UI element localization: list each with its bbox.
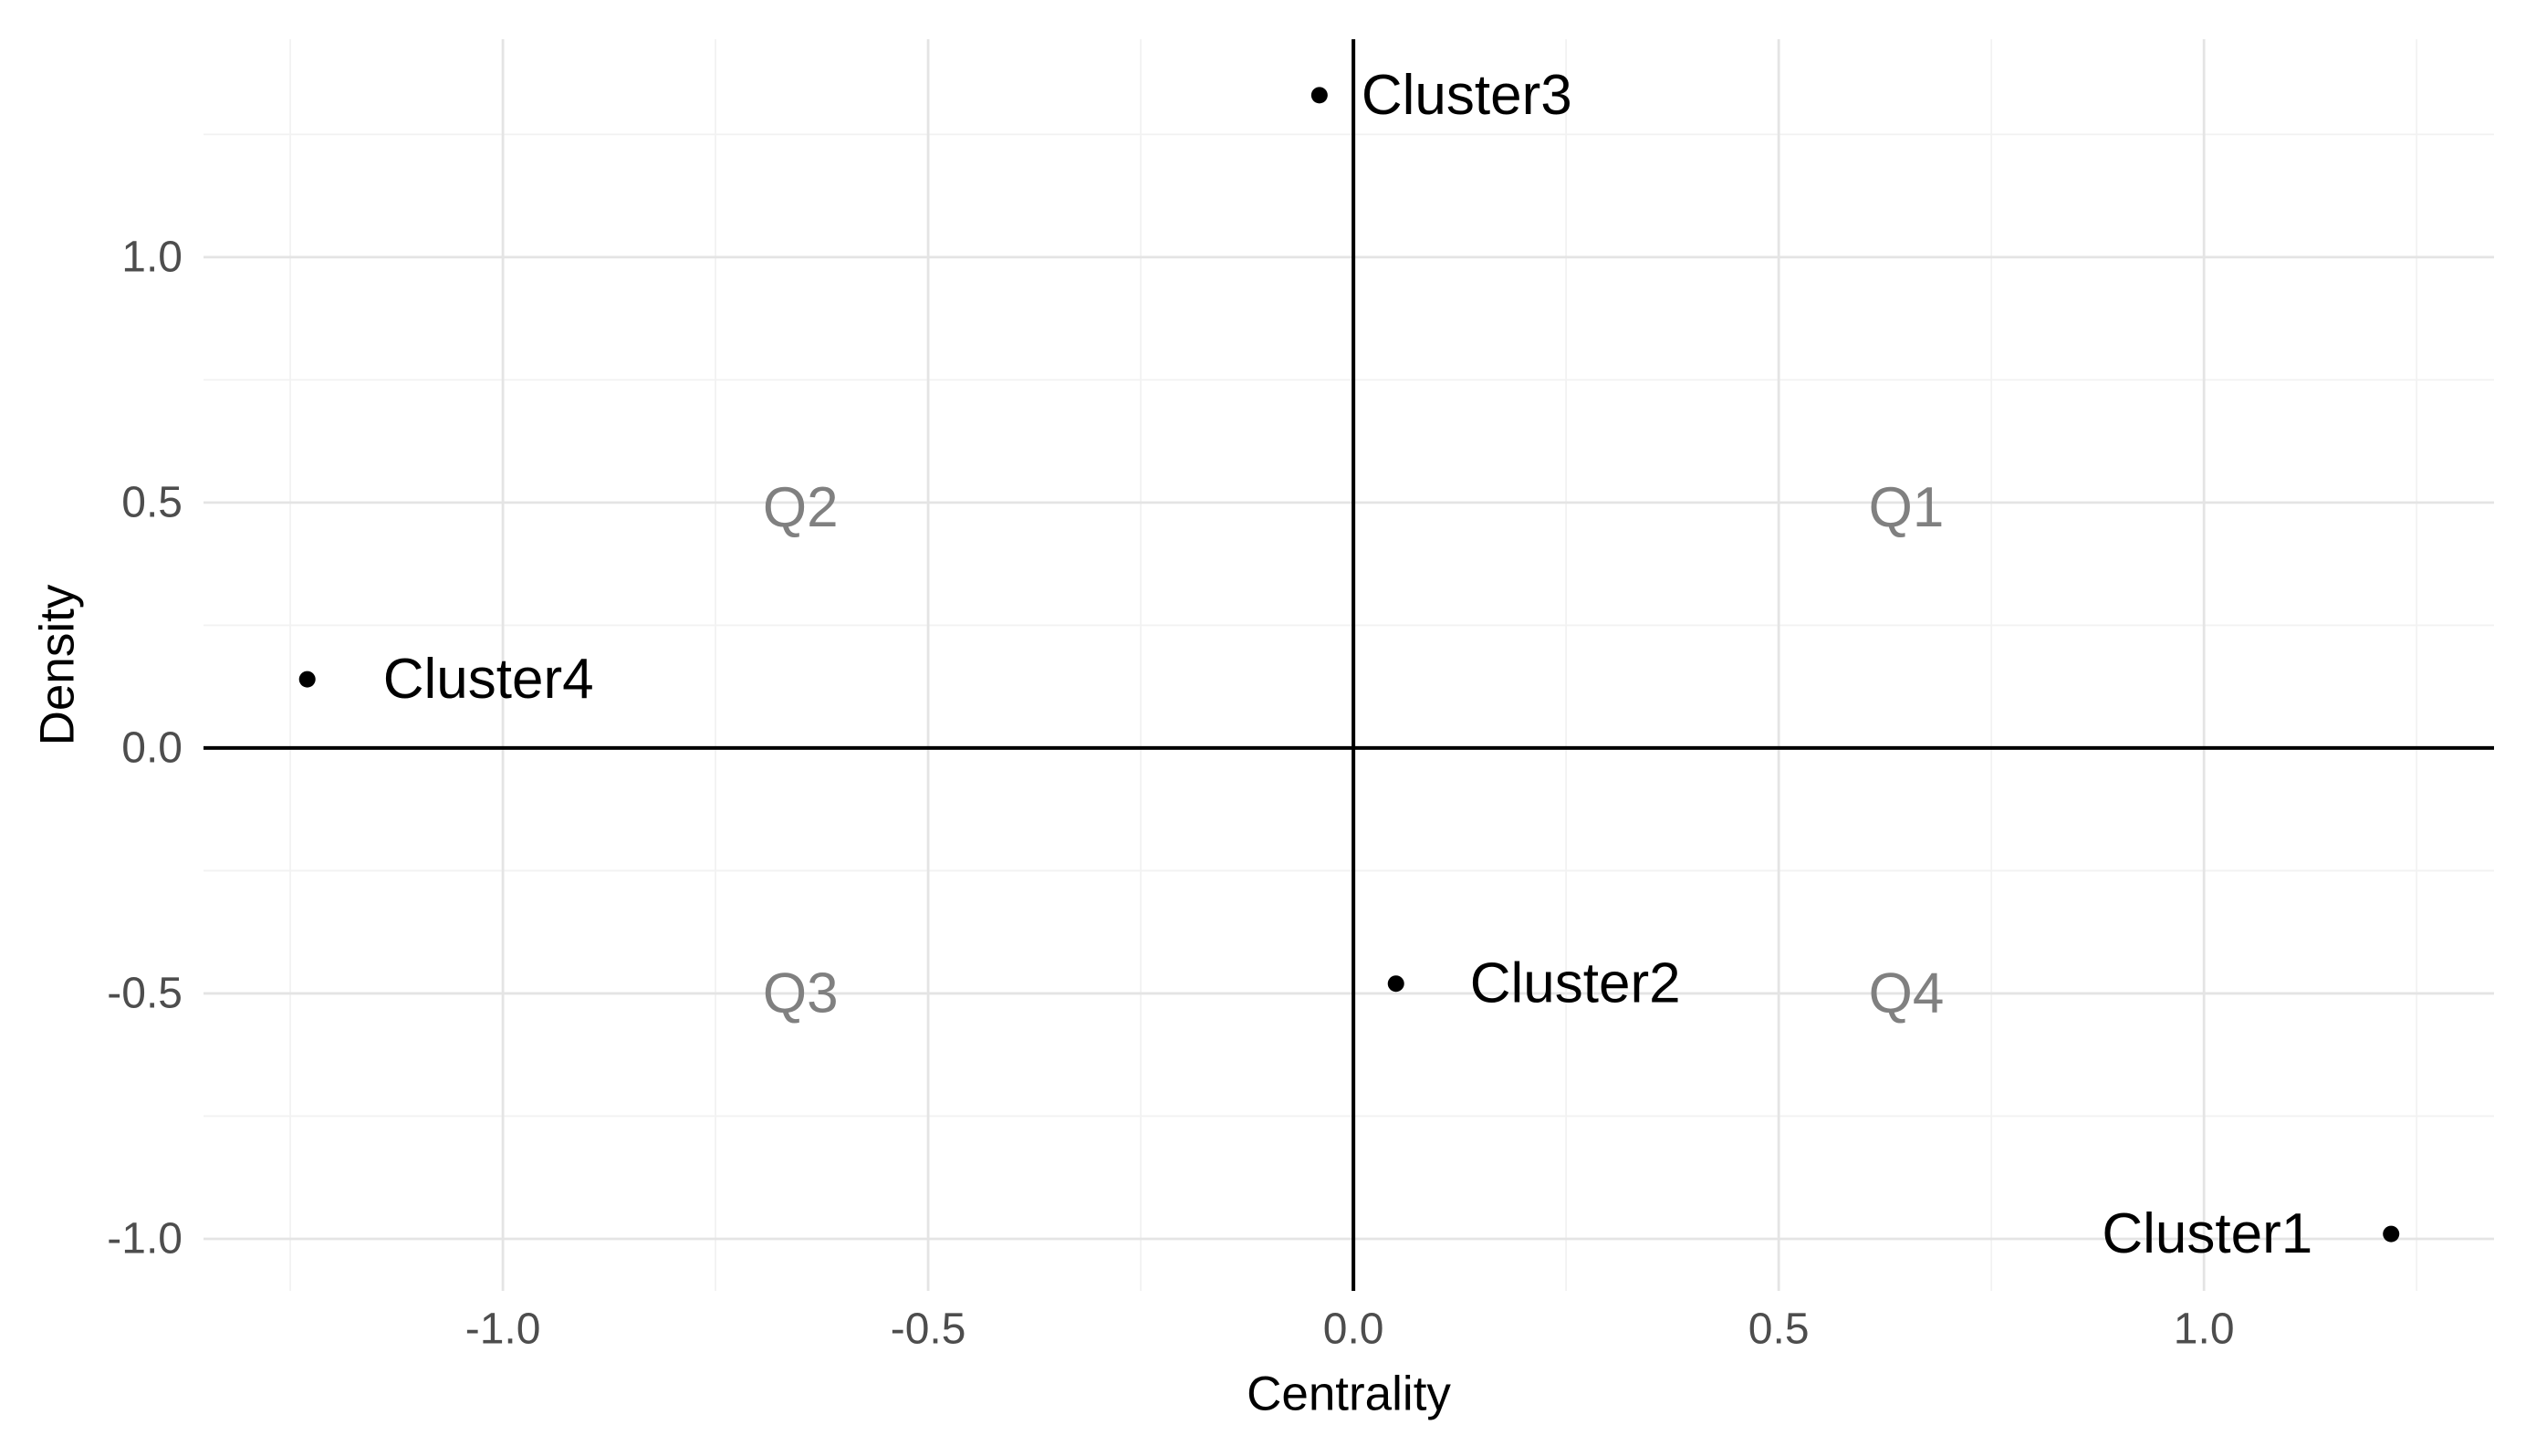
data-point-cluster1 xyxy=(2383,1225,2400,1243)
y-tick-label-0.0: 0.0 xyxy=(121,723,183,772)
data-point-cluster4 xyxy=(298,671,316,688)
x-tick-label--0.5: -0.5 xyxy=(891,1305,966,1354)
quadrant-label-q4: Q4 xyxy=(1869,962,1945,1024)
y-tick-label--1.0: -1.0 xyxy=(107,1214,183,1263)
y-axis-tick-labels: 1.0 0.5 0.0 -0.5 -1.0 xyxy=(107,233,183,1263)
x-tick-label-0.0: 0.0 xyxy=(1323,1305,1384,1354)
x-tick-label-0.5: 0.5 xyxy=(1748,1305,1810,1354)
point-label-cluster1: Cluster1 xyxy=(2102,1202,2312,1265)
x-tick-label--1.0: -1.0 xyxy=(465,1305,541,1354)
data-points xyxy=(298,87,2400,1243)
x-axis-title: Centrality xyxy=(1247,1368,1451,1421)
quadrant-label-q2: Q2 xyxy=(763,476,839,539)
quadrant-label-q1: Q1 xyxy=(1869,476,1945,539)
data-point-cluster2 xyxy=(1387,975,1404,993)
data-point-labels: Cluster1 Cluster2 Cluster3 Cluster4 xyxy=(383,64,2313,1265)
quadrant-labels: Q1 Q2 Q3 Q4 xyxy=(763,476,1944,1025)
y-axis-title: Density xyxy=(31,584,85,745)
grid-minor-lines xyxy=(204,39,2494,1291)
x-axis-tick-labels: -1.0 -0.5 0.0 0.5 1.0 xyxy=(465,1305,2235,1354)
y-tick-label-0.5: 0.5 xyxy=(121,478,183,526)
point-label-cluster4: Cluster4 xyxy=(383,648,594,711)
data-point-cluster3 xyxy=(1310,87,1328,104)
point-label-cluster2: Cluster2 xyxy=(1470,952,1681,1015)
y-tick-label-1.0: 1.0 xyxy=(121,233,183,281)
x-tick-label-1.0: 1.0 xyxy=(2174,1305,2235,1354)
quadrant-label-q3: Q3 xyxy=(763,962,839,1024)
y-tick-label--0.5: -0.5 xyxy=(107,969,183,1017)
point-label-cluster3: Cluster3 xyxy=(1362,64,1572,127)
reference-lines xyxy=(204,39,2494,1291)
